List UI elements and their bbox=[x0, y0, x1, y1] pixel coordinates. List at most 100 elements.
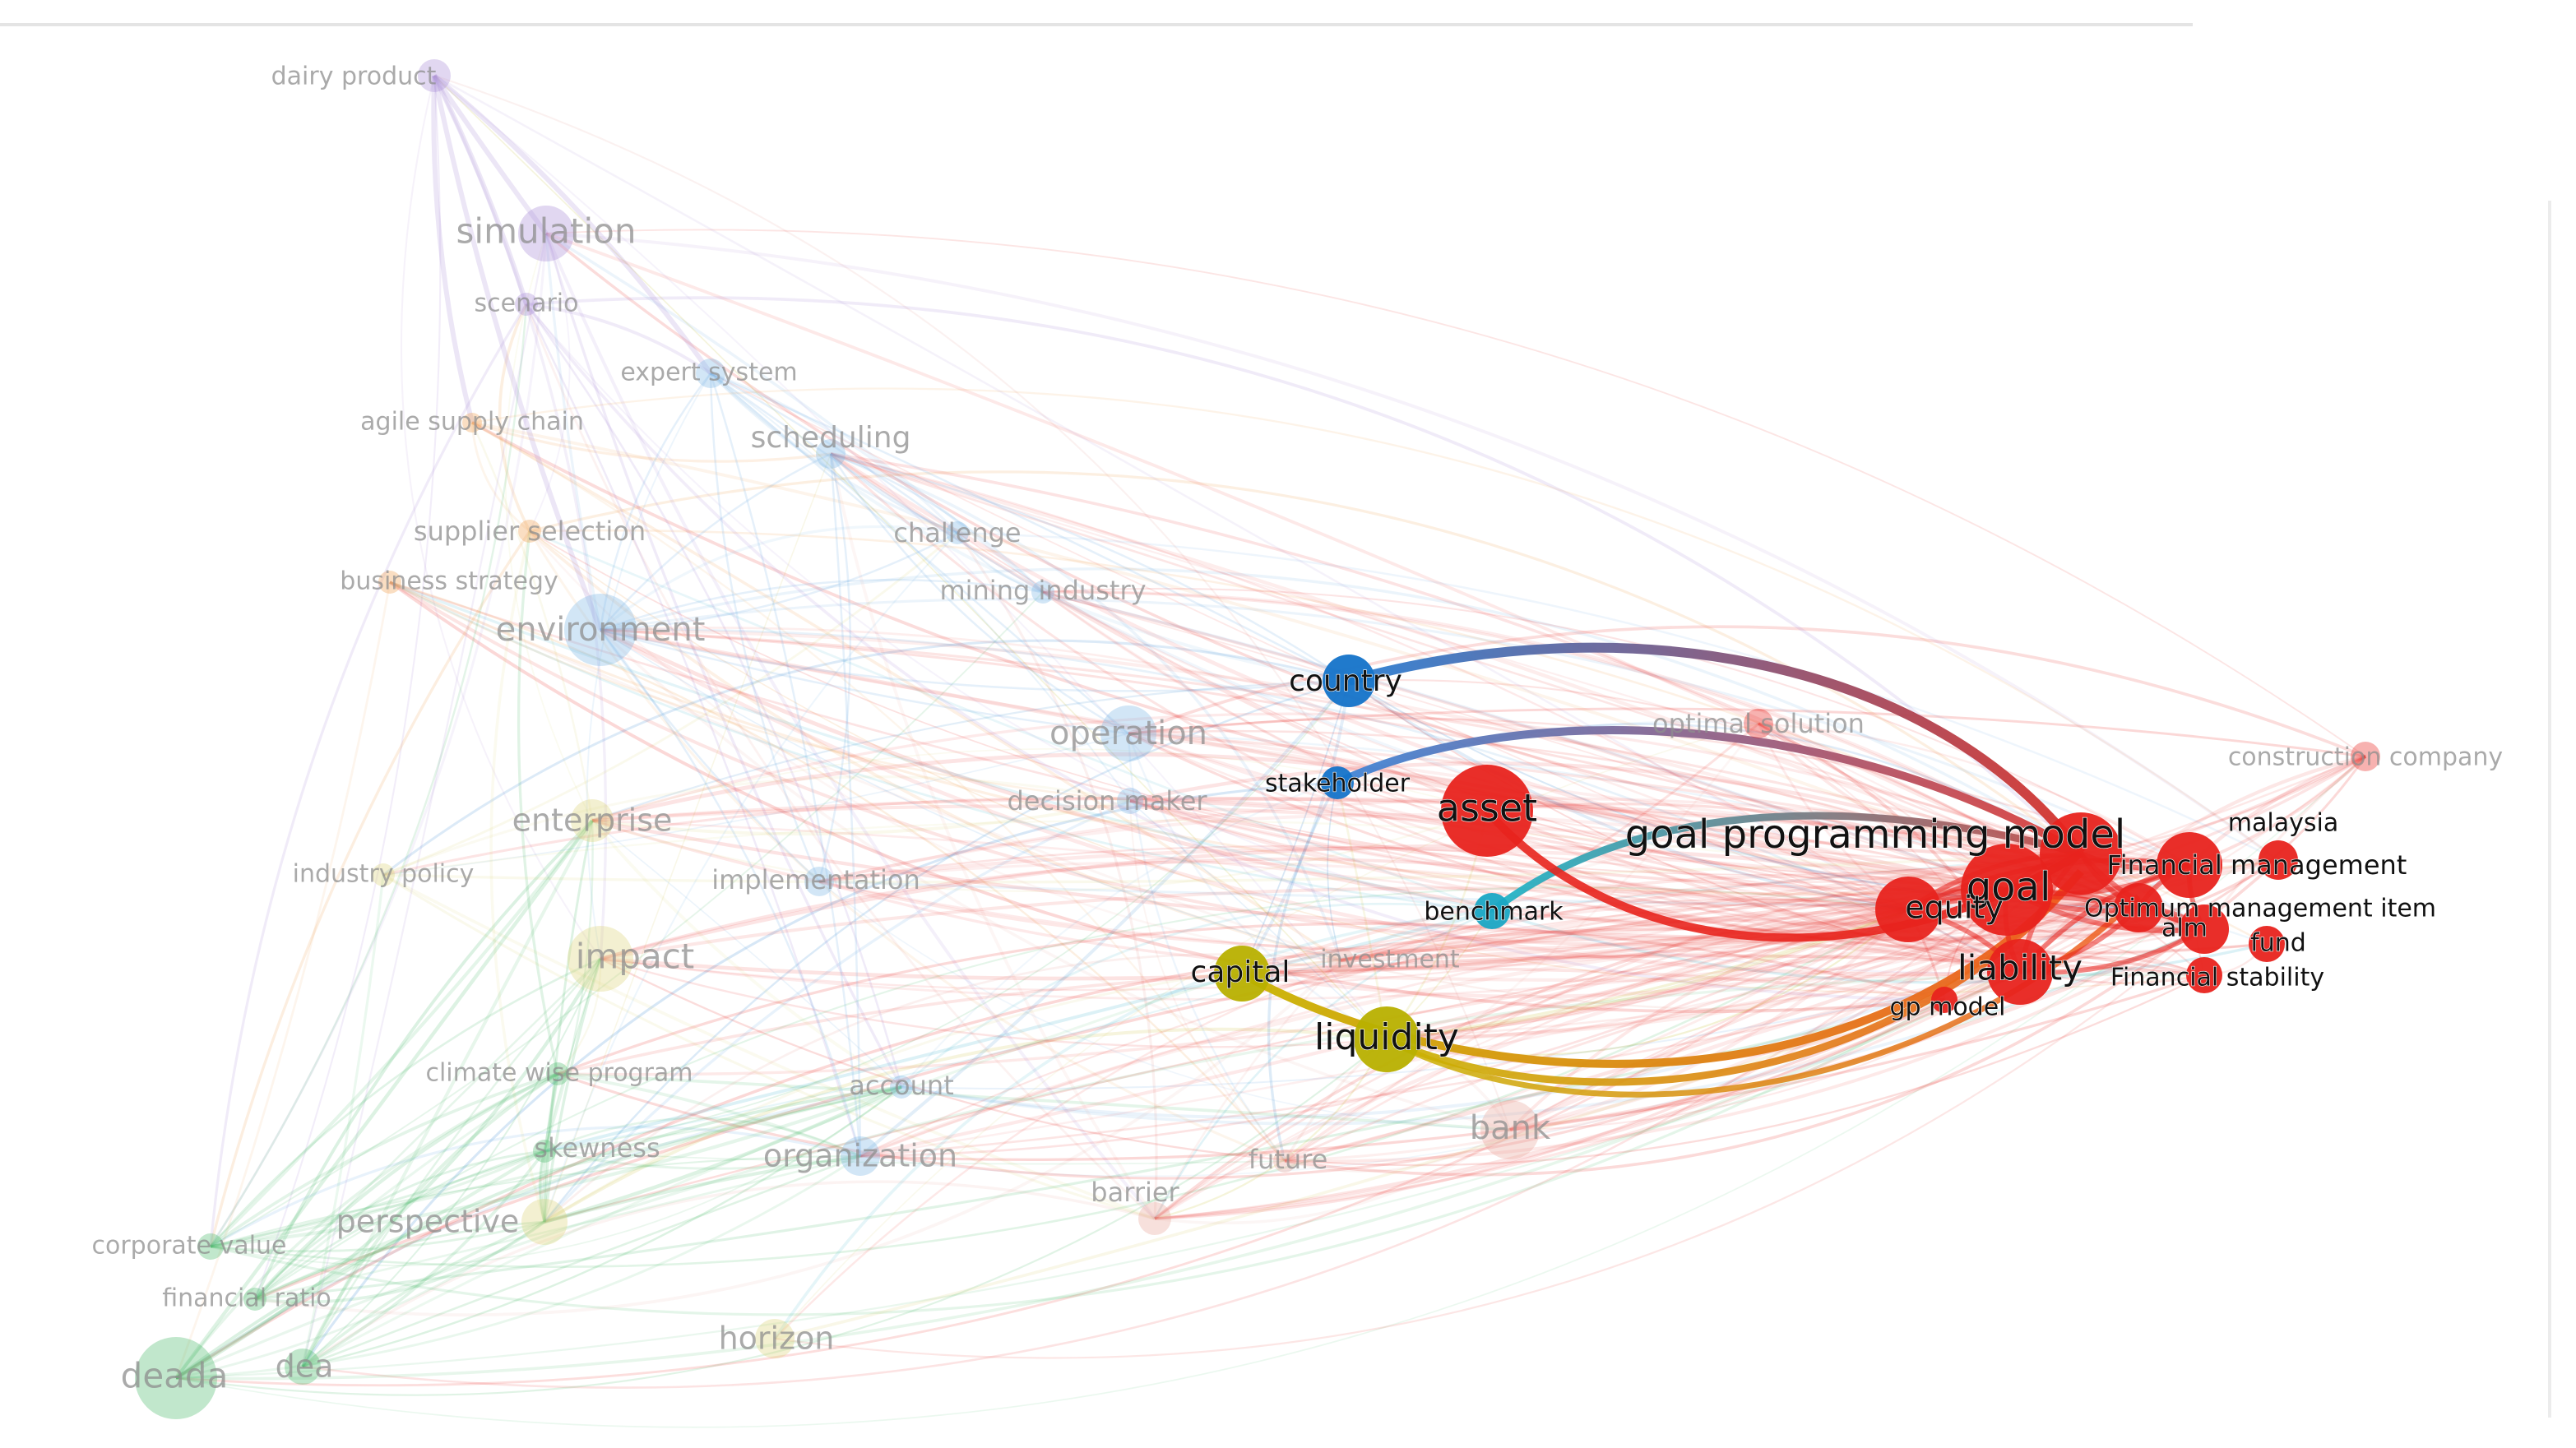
label-environment[interactable]: environment bbox=[496, 611, 706, 649]
label-account[interactable]: account bbox=[849, 1070, 953, 1101]
label-corporate[interactable]: corporate value bbox=[92, 1232, 287, 1261]
node-equity[interactable] bbox=[1875, 877, 1941, 942]
node-investment[interactable] bbox=[1327, 947, 1354, 974]
node-malaysia[interactable] bbox=[2259, 840, 2298, 880]
label-scheduling[interactable]: scheduling bbox=[751, 421, 911, 455]
node-supplier[interactable] bbox=[518, 520, 541, 543]
node-challenge[interactable] bbox=[946, 521, 969, 544]
node-simulation[interactable] bbox=[518, 206, 574, 261]
node-environment[interactable] bbox=[564, 594, 637, 666]
label-mining[interactable]: mining industry bbox=[939, 575, 1146, 606]
node-scheduling[interactable] bbox=[816, 439, 846, 469]
label-horizon[interactable]: horizon bbox=[719, 1321, 835, 1357]
label-implementation[interactable]: implementation bbox=[711, 864, 920, 895]
node-gpmodel[interactable] bbox=[1931, 987, 1957, 1013]
label-investment[interactable]: investment bbox=[1320, 946, 1460, 974]
node-dairy[interactable] bbox=[418, 59, 451, 92]
node-capital[interactable] bbox=[1214, 946, 1270, 1002]
label-simulation[interactable]: simulation bbox=[456, 211, 637, 252]
node-finmgmt[interactable] bbox=[2157, 832, 2222, 898]
node-industrypolicy[interactable] bbox=[372, 863, 395, 886]
node-barrier[interactable] bbox=[1138, 1202, 1171, 1235]
node-impact[interactable] bbox=[568, 926, 633, 992]
node-stakeholder[interactable] bbox=[1321, 766, 1354, 799]
node-bank[interactable] bbox=[1480, 1100, 1540, 1159]
label-capital[interactable]: capital bbox=[1190, 955, 1290, 989]
label-business[interactable]: business strategy bbox=[340, 567, 558, 596]
node-benchmark[interactable] bbox=[1474, 893, 1510, 929]
node-liquidity[interactable] bbox=[1354, 1006, 1420, 1072]
node-asset[interactable] bbox=[1441, 765, 1533, 857]
node-future[interactable] bbox=[1273, 1150, 1296, 1173]
node-country[interactable] bbox=[1323, 655, 1375, 707]
label-alm[interactable]: alm bbox=[2161, 914, 2208, 943]
node-account[interactable] bbox=[890, 1076, 913, 1099]
label-operation[interactable]: operation bbox=[1049, 715, 1207, 752]
label-gpm[interactable]: goal programming model bbox=[1624, 811, 2126, 858]
label-finstab[interactable]: Financial stability bbox=[2110, 963, 2324, 992]
node-operation[interactable] bbox=[1100, 705, 1156, 761]
node-alm[interactable] bbox=[2180, 904, 2229, 954]
label-expertsystem[interactable]: expert system bbox=[620, 359, 797, 387]
node-horizon[interactable] bbox=[755, 1319, 795, 1358]
node-implementation[interactable] bbox=[804, 867, 834, 896]
node-agile[interactable] bbox=[462, 413, 482, 433]
node-mining[interactable] bbox=[1031, 581, 1054, 604]
node-perspective[interactable] bbox=[521, 1199, 568, 1245]
node-organization[interactable] bbox=[841, 1136, 880, 1176]
node-scenario[interactable] bbox=[515, 293, 538, 316]
node-fund[interactable] bbox=[2249, 926, 2285, 962]
label-stakeholder[interactable]: stakeholder bbox=[1264, 769, 1411, 798]
node-dea[interactable] bbox=[285, 1349, 321, 1385]
label-challenge[interactable]: challenge bbox=[893, 517, 1021, 548]
node-finstab[interactable] bbox=[2186, 957, 2222, 993]
label-optimum[interactable]: Optimum management item bbox=[2083, 894, 2436, 923]
node-expertsystem[interactable] bbox=[696, 359, 725, 388]
label-construction[interactable]: construction company bbox=[2228, 743, 2503, 772]
label-bank[interactable]: bank bbox=[1470, 1109, 1551, 1147]
label-goal[interactable]: goal bbox=[1966, 863, 2051, 910]
label-finmgmt[interactable]: Financial management bbox=[2106, 849, 2407, 881]
label-scenario[interactable]: scenario bbox=[474, 289, 578, 318]
label-liquidity[interactable]: liquidity bbox=[1313, 1015, 1459, 1058]
node-skewness[interactable] bbox=[533, 1140, 556, 1163]
node-construction[interactable] bbox=[2351, 742, 2380, 771]
label-malaysia[interactable]: malaysia bbox=[2227, 808, 2339, 838]
label-gpmodel[interactable]: gp model bbox=[1889, 992, 2006, 1022]
label-liability[interactable]: liability bbox=[1957, 947, 2083, 988]
label-impact[interactable]: impact bbox=[576, 937, 695, 977]
node-optimal[interactable] bbox=[1744, 709, 1773, 738]
node-finratio[interactable] bbox=[243, 1288, 266, 1311]
label-benchmark[interactable]: benchmark bbox=[1424, 897, 1564, 927]
label-skewness[interactable]: skewness bbox=[534, 1132, 660, 1163]
label-country[interactable]: country bbox=[1289, 664, 1403, 698]
node-gpm[interactable] bbox=[2040, 812, 2122, 895]
node-liability[interactable] bbox=[1987, 939, 2053, 1005]
label-finratio[interactable]: financial ratio bbox=[162, 1284, 331, 1313]
label-enterprise[interactable]: enterprise bbox=[512, 803, 673, 839]
label-agile[interactable]: agile supply chain bbox=[360, 408, 584, 437]
node-goal[interactable] bbox=[1961, 844, 2053, 936]
node-enterprise[interactable] bbox=[571, 799, 614, 842]
label-dea[interactable]: dea bbox=[276, 1349, 334, 1385]
node-climate[interactable] bbox=[546, 1062, 569, 1085]
node-business[interactable] bbox=[378, 571, 401, 594]
node-corporate[interactable] bbox=[197, 1233, 224, 1260]
label-barrier[interactable]: barrier bbox=[1091, 1177, 1179, 1208]
node-deada[interactable] bbox=[135, 1337, 217, 1419]
label-industrypolicy[interactable]: industry policy bbox=[293, 860, 475, 889]
label-supplier[interactable]: supplier selection bbox=[414, 516, 646, 547]
label-optimal[interactable]: optimal solution bbox=[1652, 708, 1865, 739]
label-dairy[interactable]: dairy product bbox=[271, 62, 437, 91]
label-organization[interactable]: organization bbox=[763, 1138, 957, 1174]
node-optimum[interactable] bbox=[2114, 883, 2163, 932]
label-climate[interactable]: climate wise program bbox=[425, 1059, 693, 1088]
label-equity[interactable]: equity bbox=[1905, 889, 2004, 926]
label-deada[interactable]: deada bbox=[121, 1356, 229, 1396]
label-future[interactable]: future bbox=[1249, 1144, 1328, 1175]
label-asset[interactable]: asset bbox=[1436, 785, 1538, 830]
label-decision[interactable]: decision maker bbox=[1007, 785, 1207, 817]
node-decision[interactable] bbox=[1117, 788, 1143, 814]
